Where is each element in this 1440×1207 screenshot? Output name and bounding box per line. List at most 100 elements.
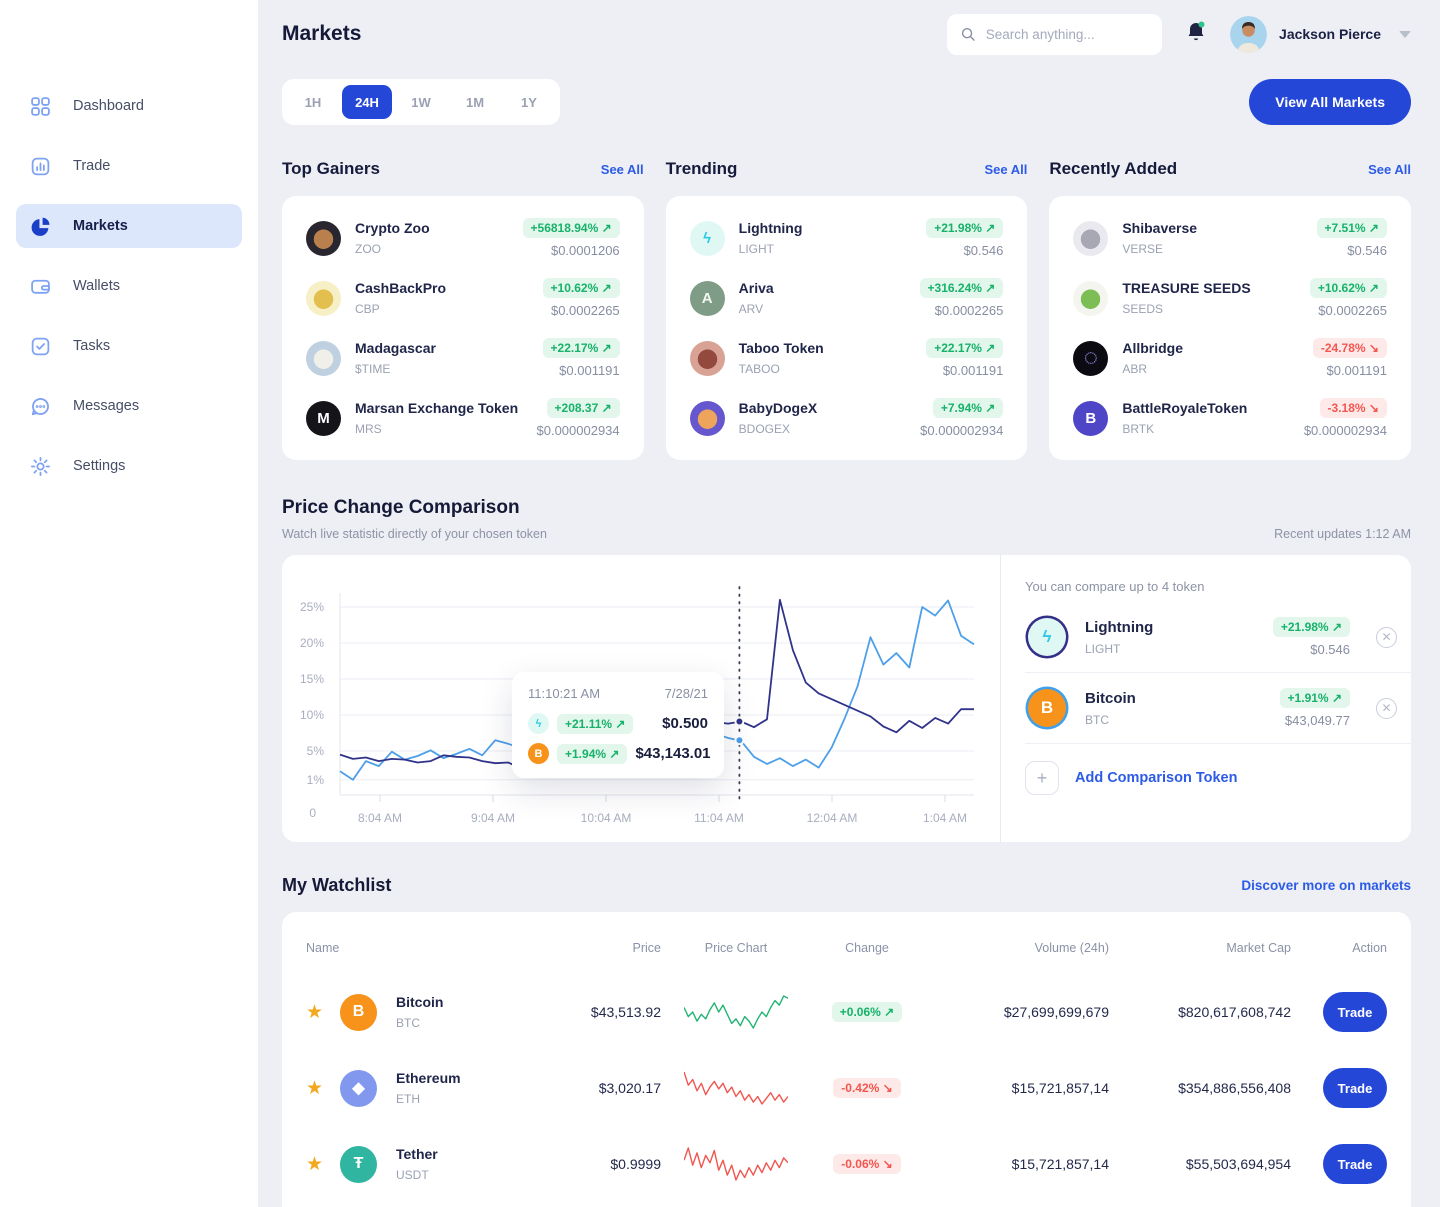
time-filter-1m[interactable]: 1M [450, 85, 500, 119]
time-filter-24h[interactable]: 24H [342, 85, 392, 119]
watchlist-row: ★ B Bitcoin BTC $43,513.92 +0.06% ↗ $27,… [306, 974, 1387, 1050]
tooltip-value: $0.500 [662, 715, 708, 732]
token-list-item[interactable]: CashBackPro CBP +10.62% ↗ $0.0002265 [306, 278, 620, 318]
token-list-item[interactable]: B BattleRoyaleToken BRTK -3.18% ↘ $0.000… [1073, 398, 1387, 438]
price-sparkline [661, 990, 811, 1034]
notification-bell[interactable] [1184, 20, 1208, 49]
trend-up-icon: ↗ [985, 281, 996, 295]
sidebar-item-label: Trade [73, 158, 111, 174]
see-all-link[interactable]: See All [984, 161, 1028, 177]
sidebar-item-settings[interactable]: Settings [16, 444, 242, 488]
col-price: Price [632, 941, 661, 955]
token-name: Bitcoin [396, 994, 444, 1010]
time-filter-1y[interactable]: 1Y [504, 85, 554, 119]
sidebar-item-markets[interactable]: Markets [16, 204, 242, 248]
trade-icon [31, 157, 50, 175]
trend-down-icon: ↘ [882, 1081, 893, 1095]
sidebar-item-wallets[interactable]: Wallets [16, 264, 242, 308]
tooltip-value: $43,143.01 [635, 745, 711, 762]
sidebar-item-dashboard[interactable]: Dashboard [16, 84, 242, 128]
token-list-item[interactable]: Taboo Token TABOO +22.17% ↗ $0.001191 [689, 338, 1004, 378]
token-list-item[interactable]: Crypto Zoo ZOO +56818.94% ↗ $0.0001206 [306, 218, 620, 258]
svg-text:9:04 AM: 9:04 AM [471, 811, 515, 825]
search-input[interactable] [985, 26, 1149, 42]
token-list-item[interactable]: ϟ Lightning LIGHT +21.98% ↗ $0.546 [689, 218, 1004, 258]
user-name: Jackson Pierce [1279, 26, 1381, 42]
token-list-item[interactable]: Shibaverse VERSE +7.51% ↗ $0.546 [1073, 218, 1387, 258]
sidebar-item-messages[interactable]: Messages [16, 384, 242, 428]
trend-up-icon: ↗ [601, 341, 612, 355]
recently-added-card: Shibaverse VERSE +7.51% ↗ $0.546 TREASUR… [1049, 196, 1411, 460]
messages-icon [31, 397, 49, 415]
col-market-cap: Market Cap [1226, 941, 1291, 955]
trend-up-icon: ↗ [601, 281, 612, 295]
token-market-cap: $820,617,608,742 [1178, 1004, 1291, 1020]
search-icon [961, 27, 975, 41]
see-all-link[interactable]: See All [600, 161, 644, 177]
favorite-star-icon[interactable]: ★ [306, 1153, 324, 1175]
token-list-item[interactable]: A Ariva ARV +316.24% ↗ $0.0002265 [689, 278, 1004, 318]
token-price: $43,513.92 [590, 1004, 661, 1020]
token-change: +21.98% [1280, 620, 1329, 634]
sidebar-item-tasks[interactable]: Tasks [16, 324, 242, 368]
token-name: CashBackPro [355, 280, 447, 296]
token-symbol: ABR [1122, 362, 1148, 376]
svg-text:10%: 10% [300, 708, 324, 722]
trend-up-icon: ↗ [615, 716, 626, 731]
token-icon [1073, 280, 1109, 316]
comparison-chart[interactable]: 25% 20% 15% 10% 5% 1% 0 8:04 AM 9:04 AM 10:04 AM 1… [282, 555, 1001, 842]
trade-button[interactable]: Trade [1323, 992, 1387, 1032]
token-volume: $15,721,857,14 [1011, 1080, 1109, 1096]
top-gainers-section: Top Gainers See All Crypto Zoo ZOO +5681… [282, 159, 644, 460]
trade-button[interactable]: Trade [1323, 1068, 1387, 1108]
page-title: Markets [282, 22, 362, 45]
price-sparkline [661, 1066, 811, 1110]
token-change: +316.24% [927, 281, 982, 295]
user-menu[interactable]: Jackson Pierce [1230, 15, 1411, 53]
plus-icon[interactable]: + [1025, 761, 1059, 795]
trend-up-icon: ↗ [601, 221, 612, 235]
comparison-subtitle: Watch live statistic directly of your ch… [282, 527, 547, 541]
recent-updates-label: Recent updates 1:12 AM [1274, 527, 1411, 541]
sidebar-item-trade[interactable]: Trade [16, 144, 242, 188]
view-all-markets-button[interactable]: View All Markets [1249, 79, 1411, 125]
section-title: Trending [665, 159, 738, 178]
token-list-item[interactable]: Madagascar $TIME +22.17% ↗ $0.001191 [306, 338, 620, 378]
add-comparison-token[interactable]: + Add Comparison Token [1025, 744, 1411, 812]
token-icon [689, 400, 725, 436]
token-icon [1073, 220, 1109, 256]
token-name: Crypto Zoo [355, 220, 430, 236]
token-change: -3.18% [1327, 401, 1366, 415]
token-change: -0.06% [841, 1157, 880, 1171]
comparison-title: Price Change Comparison [282, 497, 520, 518]
remove-token-button[interactable]: ✕ [1376, 697, 1397, 719]
token-change: +1.91% [1287, 691, 1329, 705]
search-box[interactable] [947, 13, 1163, 55]
token-change: +10.62% [1317, 281, 1366, 295]
trending-section: Trending See All ϟ Lightning LIGHT +21.9… [665, 159, 1028, 460]
token-change: +7.51% [1324, 221, 1366, 235]
trade-button[interactable]: Trade [1323, 1144, 1387, 1184]
trend-down-icon: ↘ [1368, 401, 1379, 415]
time-filter-1w[interactable]: 1W [396, 85, 446, 119]
time-filter-1h[interactable]: 1H [288, 85, 338, 119]
favorite-star-icon[interactable]: ★ [306, 1001, 324, 1023]
col-change: Change [845, 941, 889, 955]
token-icon: ◌ [1073, 340, 1109, 376]
watchlist-row: ★ ◆ Ethereum ETH $3,020.17 -0.42% ↘ $15,… [306, 1050, 1387, 1126]
token-list-item[interactable]: BabyDogeX BDOGEX +7.94% ↗ $0.000002934 [689, 398, 1004, 438]
token-symbol: LIGHT [738, 242, 774, 256]
discover-more-link[interactable]: Discover more on markets [1241, 878, 1411, 893]
token-name: Tether [396, 1146, 438, 1162]
token-list-item[interactable]: TREASURE SEEDS SEEDS +10.62% ↗ $0.000226… [1073, 278, 1387, 318]
token-change: +56818.94% [530, 221, 599, 235]
token-list-item[interactable]: M Marsan Exchange Token MRS +208.37 ↗ $0… [306, 398, 620, 438]
sidebar-item-label: Wallets [73, 278, 120, 294]
bell-icon [1188, 21, 1205, 40]
token-list-item[interactable]: ◌ Allbridge ABR -24.78% ↘ $0.001191 [1073, 338, 1387, 378]
svg-text:8:04 AM: 8:04 AM [358, 811, 402, 825]
remove-token-button[interactable]: ✕ [1376, 626, 1397, 648]
token-price: $3,020.17 [598, 1080, 661, 1096]
favorite-star-icon[interactable]: ★ [306, 1077, 324, 1099]
see-all-link[interactable]: See All [1368, 161, 1411, 177]
